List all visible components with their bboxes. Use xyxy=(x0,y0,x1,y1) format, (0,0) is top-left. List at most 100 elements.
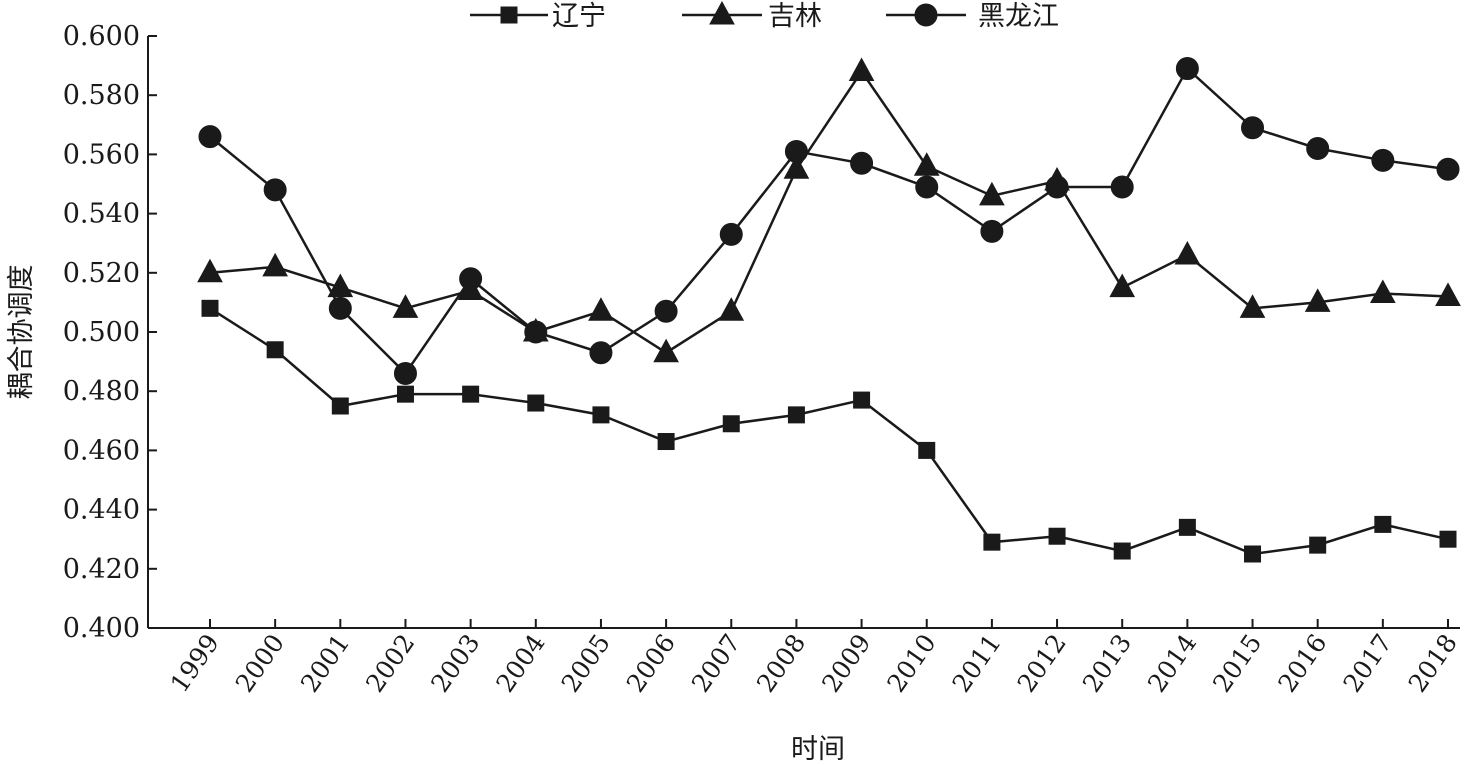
legend: 辽宁 吉林 黑龙江 xyxy=(470,0,1059,32)
data-point-triangle xyxy=(588,297,614,321)
y-tick-label: 0.580 xyxy=(63,80,140,111)
data-point-triangle xyxy=(979,181,1005,206)
x-tick-label: 2008 xyxy=(751,629,811,698)
legend-item: 黑龙江 xyxy=(886,1,1059,32)
y-tick-label: 0.480 xyxy=(63,376,140,407)
data-point-square xyxy=(1113,542,1131,560)
data-point-circle xyxy=(1241,116,1265,140)
data-point-circle xyxy=(263,178,287,202)
y-ticks: 0.400 0.420 0.440 0.460 0.480 0.500 0.520 0.540… xyxy=(63,21,157,644)
data-point-circle xyxy=(1306,136,1330,160)
data-point-triangle xyxy=(783,155,810,179)
y-tick-label: 0.440 xyxy=(63,495,140,526)
y-tick-label: 0.460 xyxy=(63,435,140,466)
data-point-square xyxy=(1309,536,1327,554)
data-point-circle xyxy=(980,219,1004,243)
data-point-circle xyxy=(784,139,808,163)
data-point-circle xyxy=(719,222,743,246)
legend-item: 吉林 xyxy=(682,0,822,32)
x-tick-label: 2013 xyxy=(1077,629,1137,698)
data-point-circle xyxy=(850,151,874,175)
data-point-square xyxy=(983,533,1001,551)
x-ticks: 1999 2000 2001 2002 2003 2004 2005 2006 2007 2008… xyxy=(165,619,1463,698)
x-tick-label: 1999 xyxy=(165,629,225,698)
legend-label: 吉林 xyxy=(768,1,822,32)
marker-circle-legend xyxy=(914,3,938,27)
y-tick-label: 0.600 xyxy=(63,21,140,52)
data-point-square xyxy=(201,299,219,317)
x-tick-label: 2018 xyxy=(1403,629,1463,698)
data-point-circle xyxy=(1371,148,1395,172)
data-point-circle xyxy=(915,175,939,199)
data-point-square xyxy=(722,415,740,433)
data-point-square xyxy=(592,406,610,424)
x-tick-label: 2015 xyxy=(1207,629,1267,698)
series-line-triangle xyxy=(209,69,1449,355)
y-tick-label: 0.500 xyxy=(63,317,140,348)
x-tick-label: 2011 xyxy=(947,629,1007,698)
y-axis-title: 耦合协调度 xyxy=(6,265,37,400)
data-point-triangle xyxy=(1239,294,1266,318)
y-tick-label: 0.420 xyxy=(63,554,140,585)
x-tick-label: 2012 xyxy=(1012,629,1072,698)
data-point-triangle xyxy=(718,297,745,321)
marker-square-legend xyxy=(500,6,518,24)
data-point-triangle xyxy=(1369,279,1396,304)
data-point-triangle xyxy=(1435,282,1461,306)
data-point-square xyxy=(527,394,545,412)
x-tick-label: 2001 xyxy=(295,629,355,698)
y-tick-label: 0.400 xyxy=(63,613,140,644)
x-tick-label: 2016 xyxy=(1272,629,1332,698)
data-point-circle xyxy=(459,267,483,291)
data-point-triangle xyxy=(197,258,223,283)
series-square xyxy=(201,299,1457,563)
data-point-circle xyxy=(1110,175,1134,199)
x-tick-label: 2010 xyxy=(881,629,941,698)
data-point-circle xyxy=(1175,57,1199,81)
y-tick-label: 0.520 xyxy=(63,258,140,289)
data-point-circle xyxy=(393,361,417,385)
data-point-square xyxy=(657,433,675,451)
data-point-square xyxy=(1178,518,1196,536)
data-point-square xyxy=(1374,515,1392,533)
data-point-triangle xyxy=(848,57,875,82)
series-circle xyxy=(198,57,1460,385)
data-point-circle xyxy=(654,299,678,323)
x-tick-label: 2003 xyxy=(425,629,485,698)
data-point-triangle xyxy=(1174,240,1201,265)
x-tick-label: 2002 xyxy=(360,629,420,698)
data-point-circle xyxy=(1436,157,1460,181)
data-point-triangle xyxy=(1304,288,1331,312)
data-point-square xyxy=(918,441,936,459)
data-point-square xyxy=(1048,527,1066,545)
data-point-triangle xyxy=(1109,273,1136,298)
data-point-triangle xyxy=(653,338,679,363)
data-point-square xyxy=(1439,530,1457,548)
x-axis-title: 时间 xyxy=(791,734,845,765)
data-point-circle xyxy=(524,320,548,344)
y-tick-label: 0.540 xyxy=(63,199,140,230)
data-point-square xyxy=(462,385,480,403)
x-tick-label: 2017 xyxy=(1338,629,1398,698)
data-point-circle xyxy=(1045,175,1069,199)
series-triangle xyxy=(197,57,1461,363)
x-tick-label: 2000 xyxy=(230,629,290,698)
data-point-square xyxy=(396,385,414,403)
x-tick-label: 2005 xyxy=(556,629,616,698)
data-point-triangle xyxy=(913,152,940,176)
series xyxy=(197,57,1461,563)
marker-triangle-legend xyxy=(709,0,735,25)
data-point-circle xyxy=(198,125,222,149)
x-tick-label: 2004 xyxy=(490,629,550,698)
x-tick-label: 2006 xyxy=(621,629,681,698)
data-point-circle xyxy=(328,296,352,320)
x-tick-label: 2009 xyxy=(816,629,876,698)
data-point-square xyxy=(331,397,349,415)
y-tick-label: 0.560 xyxy=(63,139,140,170)
data-point-square xyxy=(853,391,871,409)
series-line-circle xyxy=(209,66,1449,376)
legend-label: 黑龙江 xyxy=(978,1,1059,32)
data-point-triangle xyxy=(392,294,419,318)
x-tick-label: 2014 xyxy=(1142,629,1202,698)
